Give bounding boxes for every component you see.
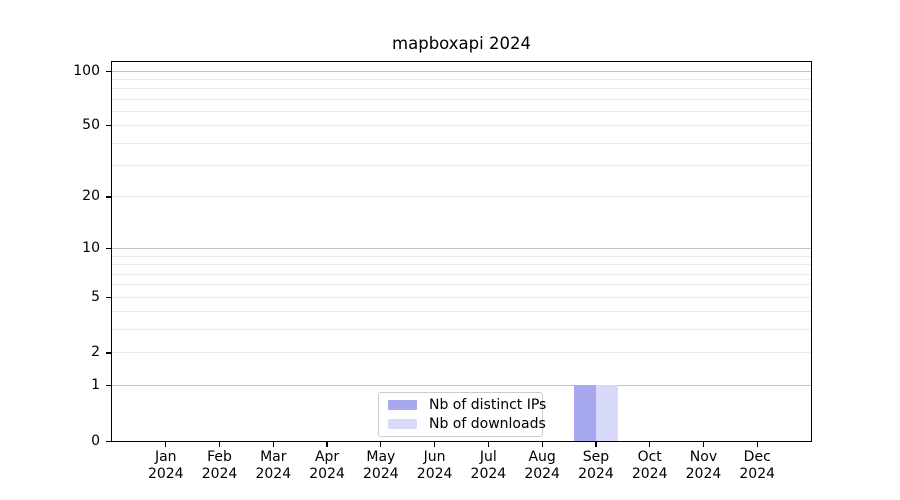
minor-gridline [112,125,811,127]
x-tick-label-line: Sep [582,449,610,465]
x-tick-label: Mar 2024 [243,449,303,482]
x-tick-label-line: Feb [207,449,232,465]
y-tick-label: 20 [82,188,100,205]
x-tick-label-line: 2024 [578,465,614,482]
x-tick-label-line: Oct [637,449,662,465]
legend-label: Nb of downloads [429,416,546,433]
x-tick-label: Sep 2024 [566,449,626,482]
x-tick-label: Oct 2024 [620,449,680,482]
x-tick-label: May 2024 [351,449,411,482]
x-tick-mark [756,442,758,447]
x-tick-mark [541,442,543,447]
y-tick-label: 1 [91,376,100,393]
minor-gridline [112,329,811,331]
y-tick-label: 2 [91,344,100,361]
x-tick-mark [326,442,328,447]
x-tick-label-line: Jul [479,449,497,465]
minor-gridline [112,352,811,354]
major-gridline [112,248,811,250]
minor-gridline [112,165,811,167]
x-tick-label-line: 2024 [739,465,776,482]
minor-gridline [112,284,811,286]
bar-nb-of-downloads [595,385,618,441]
x-tick-label: Dec 2024 [727,449,787,482]
minor-gridline [112,273,811,275]
x-tick-mark [165,442,167,447]
x-tick-label-line: 2024 [631,465,668,482]
x-tick-label: Feb 2024 [190,449,250,482]
x-tick-mark [702,442,705,447]
x-tick-label-line: 2024 [685,465,722,482]
x-tick-label-line: Mar [260,449,287,465]
x-tick-label: Aug 2024 [512,449,572,482]
minor-gridline [112,255,811,257]
y-tick-label: 5 [91,288,100,305]
legend: Nb of distinct IPs Nb of downloads [378,392,546,437]
x-tick-label-line: Jun [423,449,446,465]
x-tick-label: Jun 2024 [405,449,465,482]
x-tick-label-line: Jan [154,449,177,465]
y-tick-label: 50 [82,117,100,134]
y-tick-mark [106,296,111,299]
x-tick-label-line: 2024 [201,465,238,482]
minor-gridline [112,78,811,80]
x-tick-label-line: 2024 [363,465,399,482]
legend-label: Nb of distinct IPs [429,396,547,413]
minor-gridline [112,311,811,313]
x-tick-label-line: 2024 [255,465,292,482]
chart-title: mapboxapi 2024 [392,34,531,53]
minor-gridline [112,296,811,298]
y-tick-mark [106,70,111,72]
y-tick-mark [106,125,111,127]
x-tick-label-line: 2024 [524,465,560,482]
x-tick-mark [434,442,436,447]
x-tick-label: Nov 2024 [673,449,733,482]
legend-item: Nb of distinct IPs [388,395,546,415]
x-tick-label-line: Nov [689,449,718,465]
minor-gridline [112,98,811,100]
x-tick-label: Jul 2024 [458,449,518,482]
legend-swatch [388,399,417,410]
minor-gridline [112,264,811,266]
y-tick-label: 100 [73,62,100,79]
x-tick-label-line: 2024 [309,465,345,482]
bar-nb-of-distinct-ips [573,385,596,441]
major-gridline [112,384,811,386]
x-tick-mark [272,442,274,447]
minor-gridline [112,142,811,144]
plot-area [111,61,812,442]
x-tick-label-line: May [366,449,396,465]
x-tick-mark [218,442,221,447]
x-tick-label-line: 2024 [416,465,453,482]
major-gridline [112,70,811,72]
y-tick-mark [106,384,111,387]
x-tick-label-line: Dec [743,449,771,465]
y-tick-mark [106,352,111,354]
x-tick-mark [487,442,489,447]
legend-swatch [388,419,417,430]
x-tick-label-line: Aug [528,449,556,465]
minor-gridline [112,196,811,198]
y-tick-label: 10 [82,240,100,257]
x-tick-label-line: 2024 [147,465,184,482]
x-tick-mark [595,442,597,447]
x-tick-label-line: Apr [314,449,340,465]
legend-item: Nb of downloads [388,415,546,435]
y-tick-mark [106,196,111,198]
x-tick-mark [649,442,651,447]
x-tick-mark [380,442,382,447]
x-tick-label: Apr 2024 [297,449,357,482]
y-tick-label: 0 [91,432,100,449]
x-tick-label-line: 2024 [470,465,507,482]
y-tick-mark [106,440,111,442]
y-tick-mark [106,248,111,250]
minor-gridline [112,88,811,90]
x-tick-label: Jan 2024 [136,449,196,482]
minor-gridline [112,110,811,112]
